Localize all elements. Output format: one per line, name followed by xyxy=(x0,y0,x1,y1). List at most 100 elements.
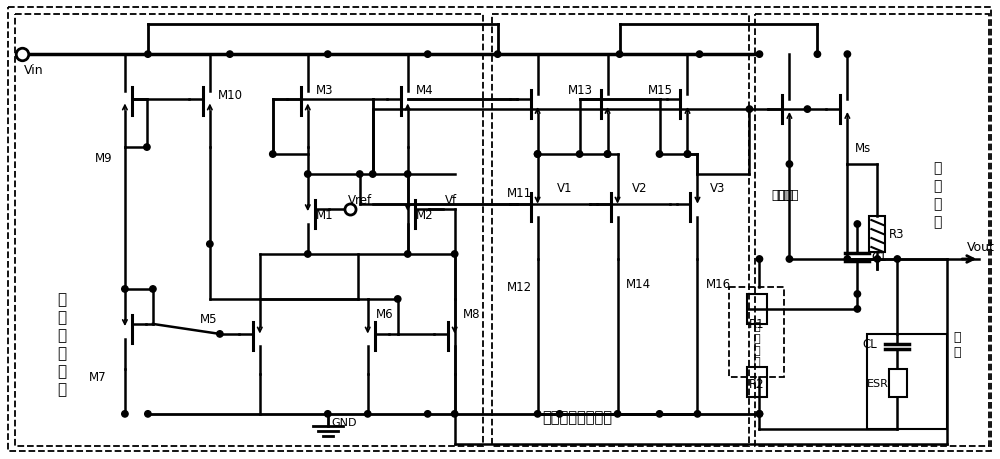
Circle shape xyxy=(325,52,331,58)
Circle shape xyxy=(270,151,276,158)
Circle shape xyxy=(684,151,691,158)
Text: Ms: Ms xyxy=(855,141,872,154)
Circle shape xyxy=(405,251,411,257)
Text: M12: M12 xyxy=(507,281,532,294)
Circle shape xyxy=(150,286,156,292)
Circle shape xyxy=(122,286,128,292)
Text: 放: 放 xyxy=(57,328,67,343)
Text: GND: GND xyxy=(332,417,357,427)
Circle shape xyxy=(217,331,223,337)
Circle shape xyxy=(145,52,151,58)
Circle shape xyxy=(684,151,691,158)
Text: 路: 路 xyxy=(933,214,941,229)
Text: M8: M8 xyxy=(463,308,480,321)
Circle shape xyxy=(227,52,233,58)
Text: V2: V2 xyxy=(632,181,647,194)
Text: Vf: Vf xyxy=(445,193,457,206)
Circle shape xyxy=(854,306,861,313)
Bar xyxy=(747,294,767,324)
Text: 片
外: 片 外 xyxy=(954,330,961,358)
Text: R3: R3 xyxy=(889,228,905,241)
Circle shape xyxy=(534,151,541,158)
Circle shape xyxy=(357,172,363,178)
Text: 大: 大 xyxy=(57,346,67,361)
Circle shape xyxy=(325,411,331,417)
Text: V3: V3 xyxy=(710,181,725,194)
Circle shape xyxy=(534,151,541,158)
Circle shape xyxy=(844,256,851,263)
Circle shape xyxy=(451,251,458,257)
Circle shape xyxy=(756,411,763,417)
Circle shape xyxy=(786,256,793,263)
Text: 电: 电 xyxy=(57,364,67,379)
Text: 路: 路 xyxy=(57,381,67,397)
Text: Vout: Vout xyxy=(967,241,995,254)
Circle shape xyxy=(874,256,881,263)
Circle shape xyxy=(424,411,431,417)
Text: M9: M9 xyxy=(95,151,113,164)
Circle shape xyxy=(576,151,583,158)
Circle shape xyxy=(145,411,151,417)
Text: Vin: Vin xyxy=(24,63,44,77)
Bar xyxy=(492,15,749,446)
Text: M11: M11 xyxy=(507,186,532,199)
Text: M3: M3 xyxy=(316,84,333,96)
Circle shape xyxy=(556,411,563,417)
Circle shape xyxy=(694,411,701,417)
Text: M1: M1 xyxy=(316,208,333,221)
Text: 转换速率增强电路: 转换速率增强电路 xyxy=(543,409,613,425)
Circle shape xyxy=(814,52,821,58)
Text: Vref: Vref xyxy=(348,193,372,206)
Circle shape xyxy=(144,145,150,151)
Text: 电: 电 xyxy=(933,196,941,211)
Text: M4: M4 xyxy=(416,84,433,96)
Text: 功率管: 功率管 xyxy=(776,188,799,201)
Text: 补: 补 xyxy=(933,161,941,175)
Text: V1: V1 xyxy=(557,181,572,194)
Circle shape xyxy=(656,411,663,417)
Circle shape xyxy=(804,106,811,113)
Circle shape xyxy=(405,172,411,178)
Circle shape xyxy=(756,256,763,263)
Circle shape xyxy=(854,221,861,228)
Circle shape xyxy=(494,52,501,58)
Circle shape xyxy=(122,411,128,417)
Text: ESR: ESR xyxy=(866,378,888,388)
Circle shape xyxy=(207,241,213,248)
Text: M14: M14 xyxy=(626,278,651,291)
Circle shape xyxy=(844,52,851,58)
Bar xyxy=(755,15,989,446)
Text: 差: 差 xyxy=(57,310,67,325)
Circle shape xyxy=(786,162,793,168)
Text: R2: R2 xyxy=(749,378,764,391)
Bar xyxy=(747,367,767,397)
Circle shape xyxy=(305,251,311,257)
Circle shape xyxy=(534,411,541,417)
Bar xyxy=(15,15,483,446)
Circle shape xyxy=(451,411,458,417)
Circle shape xyxy=(424,52,431,58)
Text: CL: CL xyxy=(863,338,877,351)
Circle shape xyxy=(756,52,763,58)
Bar xyxy=(867,334,947,429)
Text: M16: M16 xyxy=(705,278,731,291)
Text: M15: M15 xyxy=(648,84,673,96)
Text: R1: R1 xyxy=(749,318,764,331)
Text: M5: M5 xyxy=(200,313,217,326)
Circle shape xyxy=(370,172,376,178)
Circle shape xyxy=(614,411,621,417)
Text: 偿: 偿 xyxy=(933,179,941,193)
Bar xyxy=(869,217,885,252)
Text: 取
样
电
路: 取 样 电 路 xyxy=(753,322,760,367)
Text: M10: M10 xyxy=(218,89,243,101)
Circle shape xyxy=(854,291,861,297)
Circle shape xyxy=(604,151,611,158)
Text: M13: M13 xyxy=(568,84,593,96)
Text: 功率管: 功率管 xyxy=(771,188,794,201)
Circle shape xyxy=(894,256,901,263)
Text: 误: 误 xyxy=(57,292,67,307)
Text: M6: M6 xyxy=(376,308,393,321)
Circle shape xyxy=(746,106,753,113)
Circle shape xyxy=(395,296,401,302)
Circle shape xyxy=(656,151,663,158)
